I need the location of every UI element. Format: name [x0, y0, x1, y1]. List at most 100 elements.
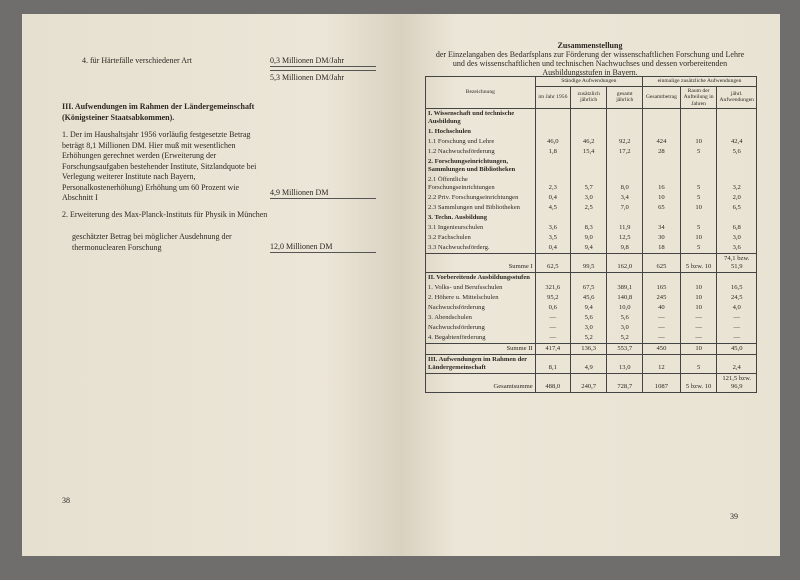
cell — [534, 213, 571, 223]
cell: 92,2 — [606, 137, 644, 147]
amount: 4,9 Millionen DM — [270, 188, 376, 199]
cell: 10 — [679, 203, 718, 213]
cell: 5 — [679, 243, 718, 254]
cell: 3,5 — [534, 233, 571, 243]
cell: 10 — [679, 137, 718, 147]
row-label: 1.1 Forschung und Lehre — [425, 137, 536, 147]
cell: 18 — [642, 243, 681, 254]
cell — [569, 213, 608, 223]
cell: — — [716, 313, 757, 323]
row-label: Nachwuchsförderung — [425, 303, 536, 313]
cell: 136,3 — [569, 343, 608, 355]
cell: 8,3 — [569, 223, 608, 233]
cell: 62,5 — [534, 253, 571, 273]
cell — [606, 213, 644, 223]
row-label: 2.2 Priv. Forschungseinrichtungen — [425, 193, 536, 203]
cell: 4,0 — [716, 303, 757, 313]
cell — [716, 157, 757, 175]
table-row: 3.2 Fachschulen 3,5 9,0 12,5 30 10 3,0 — [425, 233, 757, 243]
column-header: jährl. Aufwendungen — [716, 85, 757, 109]
cell — [679, 213, 718, 223]
cell: 16,5 — [716, 283, 757, 293]
table-row: 2.1 Öffentliche Forschungseinrichtungen 2… — [425, 175, 757, 193]
cell — [606, 272, 644, 283]
cell — [679, 127, 718, 137]
cell: 5 bzw. 10 — [679, 373, 718, 393]
cell: — — [642, 333, 681, 344]
cell: 5,2 — [606, 333, 644, 344]
cell: 34 — [642, 223, 681, 233]
row-label: 1. Hochschulen — [425, 127, 536, 137]
column-header: im Jahr 1956 — [534, 85, 571, 109]
title: Zusammenstellung — [557, 41, 623, 50]
cell: 10 — [679, 233, 718, 243]
right-page: Zusammenstellung der Einzelangaben des B… — [400, 14, 780, 556]
row-label: 3. Techn. Ausbildung — [425, 213, 536, 223]
row-label: Nachwuchsförderung — [425, 323, 536, 333]
cell: 2,0 — [716, 193, 757, 203]
cell: 3,2 — [716, 175, 757, 193]
cell: 45,6 — [569, 293, 608, 303]
cell: 3,6 — [716, 243, 757, 254]
cell: 417,4 — [534, 343, 571, 355]
cell: 16 — [642, 175, 681, 193]
cell: 30 — [642, 233, 681, 243]
row-label: 2.1 Öffentliche Forschungseinrichtungen — [425, 175, 536, 193]
cell: 3,0 — [606, 323, 644, 333]
cell: — — [679, 323, 718, 333]
cell: 17,2 — [606, 147, 644, 157]
table-row: Summe II 417,4 136,3 553,7 450 10 45,0 — [425, 343, 757, 355]
cell — [642, 127, 681, 137]
column-header: Gesamtbetrag — [642, 85, 681, 109]
cell: 12,5 — [606, 233, 644, 243]
cell: 0,4 — [534, 193, 571, 203]
cell: 5 bzw. 10 — [679, 253, 718, 273]
cell: 8,0 — [606, 175, 644, 193]
cell: 28 — [642, 147, 681, 157]
row-label: II. Vorbereitende Ausbildungsstufen — [425, 272, 536, 283]
row-label: I. Wissenschaft und technische Ausbildun… — [425, 108, 536, 127]
cell: 10 — [642, 193, 681, 203]
cell: 488,0 — [534, 373, 571, 393]
cell: 162,0 — [606, 253, 644, 273]
row-label: 2. Höhere u. Mittelschulen — [425, 293, 536, 303]
cell: 9,8 — [606, 243, 644, 254]
cell — [642, 272, 681, 283]
cell: 10 — [679, 283, 718, 293]
cell: 2,5 — [569, 203, 608, 213]
cell: 9,4 — [569, 243, 608, 254]
table-row: II. Vorbereitende Ausbildungsstufen — [425, 272, 757, 283]
cell — [606, 127, 644, 137]
amount: 0,3 Millionen DM/Jahr — [270, 56, 376, 67]
cell: 5,6 — [716, 147, 757, 157]
cell: 240,7 — [569, 373, 608, 393]
cell: 5 — [679, 193, 718, 203]
cell: 3,0 — [716, 233, 757, 243]
table-row: 2.3 Sammlungen und Bibliotheken 4,5 2,5 7,0… — [425, 203, 757, 213]
cell: — — [679, 313, 718, 323]
subtitle: der Einzelangaben des Bedarfsplans zur F… — [435, 50, 745, 77]
cell: 0,4 — [534, 243, 571, 254]
cell: 10,0 — [606, 303, 644, 313]
group-header: einmalige zusätzliche Aufwendungen — [642, 76, 757, 87]
cell: 625 — [642, 253, 681, 273]
cell: 2,4 — [716, 354, 757, 374]
summary-table: Bezeichnung Ständige Aufwendungen einmalig… — [425, 76, 757, 393]
cell — [679, 108, 718, 127]
cell: 99,5 — [569, 253, 608, 273]
table-row: 3.3 Nachwuchsförderg. 0,4 9,4 9,8 18 5 3,6 — [425, 243, 757, 254]
left-page: 4. für Härtefälle verschiedener Art 0,3 … — [22, 14, 400, 556]
table-row: I. Wissenschaft und technische Ausbildun… — [425, 108, 757, 127]
cell: 6,8 — [716, 223, 757, 233]
cell — [569, 127, 608, 137]
page-number: 39 — [730, 512, 738, 521]
cell: 95,2 — [534, 293, 571, 303]
cell — [606, 157, 644, 175]
cell: 5 — [679, 147, 718, 157]
cell: 9,0 — [569, 233, 608, 243]
table-row: 2.2 Priv. Forschungseinrichtungen 0,4 3,0 3… — [425, 193, 757, 203]
cell: 7,0 — [606, 203, 644, 213]
cell: 12 — [642, 354, 681, 374]
table-row: 3. Techn. Ausbildung — [425, 213, 757, 223]
cell: 1087 — [642, 373, 681, 393]
